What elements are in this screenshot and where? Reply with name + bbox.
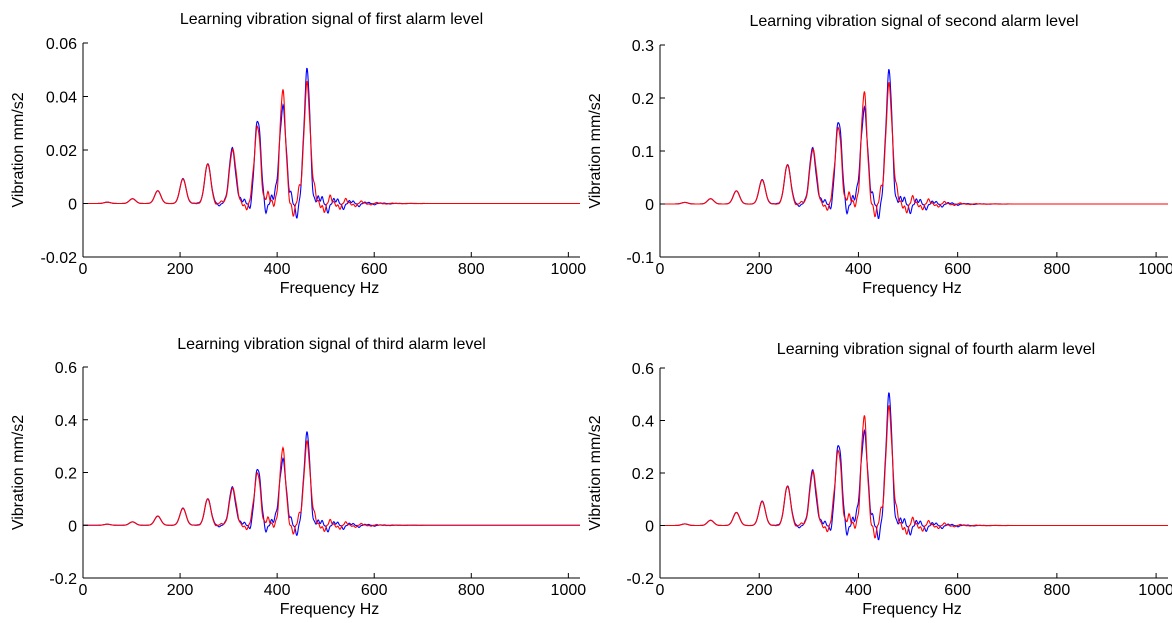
y-tick-label: 0 <box>645 197 654 214</box>
x-tick-label: 0 <box>656 582 665 599</box>
chart-title: Learning vibration signal of fourth alar… <box>777 341 1095 358</box>
x-axis-label: Frequency Hz <box>862 280 962 297</box>
x-axis-label: Frequency Hz <box>862 601 962 618</box>
x-axis-label: Frequency Hz <box>280 280 380 297</box>
x-tick-label: 400 <box>845 582 872 599</box>
y-tick-label: -0.1 <box>626 250 654 267</box>
y-tick-label: 0.4 <box>632 414 654 431</box>
y-tick-label: 0.4 <box>55 413 77 430</box>
x-tick-label: 1000 <box>1138 582 1172 599</box>
series-line-blue <box>660 68 1168 219</box>
x-tick-label: 1000 <box>551 261 587 278</box>
x-tick-label: 800 <box>1044 582 1071 599</box>
y-tick-label: 0.02 <box>46 143 77 160</box>
chart-title: Learning vibration signal of first alarm… <box>180 11 483 28</box>
series-line-red <box>83 440 580 535</box>
x-tick-label: 800 <box>1044 261 1071 278</box>
x-tick-label: 800 <box>458 582 485 599</box>
x-tick-label: 200 <box>167 261 194 278</box>
subplot-third-alarm: 0 200 400 600 800 1000-0.200.20.40.6Learning … <box>10 336 586 618</box>
x-tick-label: 600 <box>361 261 388 278</box>
y-tick-label: 0.1 <box>632 144 654 161</box>
series-line-blue <box>83 67 580 219</box>
x-tick-label: 1000 <box>551 582 587 599</box>
series-line-blue <box>660 392 1168 541</box>
x-tick-label: 800 <box>458 261 485 278</box>
y-tick-label: 0.6 <box>55 360 77 377</box>
subplot-second-alarm: 0 200 400 600 800 1000-0.100.10.20.3Learning … <box>587 13 1172 297</box>
y-tick-label: -0.2 <box>626 571 654 588</box>
y-axis-label: Vibration mm/s2 <box>587 415 604 530</box>
y-tick-label: 0 <box>68 518 77 535</box>
x-tick-label: 600 <box>944 582 971 599</box>
chart-title: Learning vibration signal of third alarm… <box>177 336 486 353</box>
x-tick-label: 1000 <box>1138 261 1172 278</box>
x-tick-label: 600 <box>361 582 388 599</box>
x-tick-label: 0 <box>656 261 665 278</box>
x-tick-label: 400 <box>845 261 872 278</box>
y-tick-label: 0.2 <box>55 466 77 483</box>
y-tick-label: 0.04 <box>46 90 77 107</box>
x-tick-label: 200 <box>746 582 773 599</box>
x-tick-label: 0 <box>79 261 88 278</box>
chart-title: Learning vibration signal of second alar… <box>749 13 1078 30</box>
x-tick-label: 400 <box>264 582 291 599</box>
y-tick-label: -0.2 <box>49 571 77 588</box>
y-tick-label: -0.02 <box>41 250 78 267</box>
x-tick-label: 600 <box>944 261 971 278</box>
series-line-red <box>660 81 1168 218</box>
y-tick-label: 0.6 <box>632 361 654 378</box>
subplot-first-alarm: 0 200 400 600 800 1000-0.0200.020.040.06Learn… <box>10 11 586 297</box>
y-tick-label: 0.2 <box>632 466 654 483</box>
x-tick-label: 0 <box>79 582 88 599</box>
y-tick-label: 0 <box>645 519 654 536</box>
y-tick-label: 0.3 <box>632 38 654 55</box>
y-axis-label: Vibration mm/s2 <box>10 92 27 207</box>
x-tick-label: 200 <box>746 261 773 278</box>
y-tick-label: 0 <box>68 197 77 214</box>
x-tick-label: 200 <box>167 582 194 599</box>
y-axis-label: Vibration mm/s2 <box>587 93 604 208</box>
x-axis-label: Frequency Hz <box>280 601 380 618</box>
x-tick-label: 400 <box>264 261 291 278</box>
series-line-red <box>83 80 580 217</box>
y-tick-label: 0.06 <box>46 36 77 53</box>
subplot-fourth-alarm: 0 200 400 600 800 1000-0.200.20.40.6Learning … <box>587 341 1172 618</box>
series-line-red <box>660 405 1168 539</box>
y-tick-label: 0.2 <box>632 91 654 108</box>
series-line-blue <box>83 431 580 536</box>
y-axis-label: Vibration mm/s2 <box>10 415 27 530</box>
